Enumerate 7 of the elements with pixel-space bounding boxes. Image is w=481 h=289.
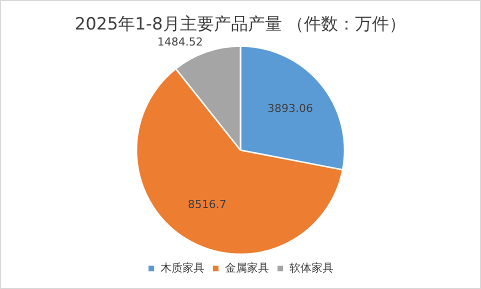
data-label: 3893.06 — [267, 102, 313, 115]
chart-title: 2025年1-8月主要产品产量 （件数：万件） — [74, 14, 406, 35]
legend-label: 金属家具 — [224, 261, 269, 274]
data-label: 8516.7 — [188, 198, 226, 212]
data-label: 1484.52 — [157, 35, 203, 48]
legend-label: 软体家具 — [289, 261, 334, 274]
legend-label: 木质家具 — [160, 261, 204, 274]
